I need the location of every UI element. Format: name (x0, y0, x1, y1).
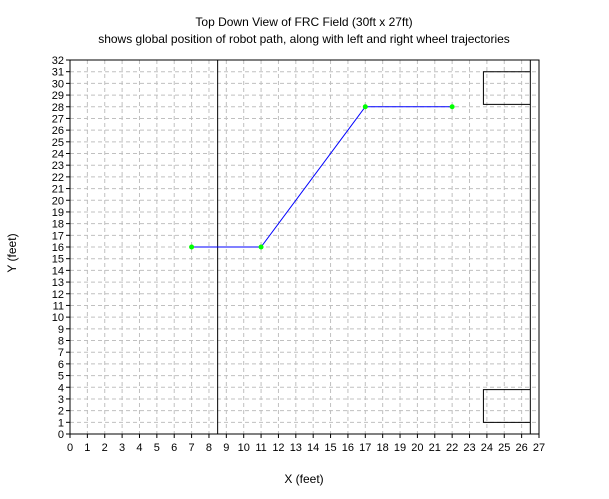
y-tick-label-28: 28 (52, 102, 64, 114)
x-tick-label-3: 3 (119, 442, 125, 454)
x-tick-label-0: 0 (67, 442, 73, 454)
y-tick-label-19: 19 (52, 207, 64, 219)
y-tick-label-10: 10 (52, 312, 64, 324)
y-tick-label-13: 13 (52, 277, 64, 289)
x-tick-label-25: 25 (498, 442, 510, 454)
y-tick-label-21: 21 (52, 184, 64, 196)
y-tick-label-31: 31 (52, 67, 64, 79)
y-tick-label-3: 3 (58, 394, 64, 406)
top-box (482, 71, 531, 105)
x-tick-label-1: 1 (84, 442, 90, 454)
x-tick-label-26: 26 (516, 442, 528, 454)
y-tick-label-2: 2 (58, 406, 64, 418)
x-tick-label-20: 20 (411, 442, 423, 454)
y-tick-label-30: 30 (52, 78, 64, 90)
bottom-box (482, 389, 531, 423)
x-tick-label-5: 5 (154, 442, 160, 454)
series-line-0 (191, 106, 453, 248)
axes: 0 1 2 3 4 5 6 7 8 9 10 11 12 13 14 15 16 17 18 19 20 21 22 23 24… (52, 55, 545, 454)
y-tick-label-15: 15 (52, 254, 64, 266)
series-layer (189, 104, 455, 250)
x-tick-label-19: 19 (394, 442, 406, 454)
y-tick-label-24: 24 (52, 149, 64, 161)
x-tick-label-6: 6 (171, 442, 177, 454)
y-tick-label-27: 27 (52, 113, 64, 125)
x-tick-label-17: 17 (359, 442, 371, 454)
x-tick-label-18: 18 (377, 442, 389, 454)
x-tick-label-24: 24 (481, 442, 493, 454)
y-tick-label-26: 26 (52, 125, 64, 137)
chart-subtitle: shows global position of robot path, alo… (98, 32, 510, 46)
series-point-0-0 (189, 244, 195, 250)
y-tick-label-7: 7 (58, 347, 64, 359)
y-tick-label-22: 22 (52, 172, 64, 184)
y-tick-label-12: 12 (52, 289, 64, 301)
y-tick-label-1: 1 (58, 417, 64, 429)
x-axis-label: X (feet) (284, 472, 323, 486)
grid (70, 60, 539, 434)
x-tick-label-7: 7 (189, 442, 195, 454)
x-tick-label-27: 27 (533, 442, 545, 454)
y-tick-label-23: 23 (52, 160, 64, 172)
x-tick-label-9: 9 (223, 442, 229, 454)
y-axis-label: Y (feet) (5, 233, 19, 272)
y-tick-label-18: 18 (52, 219, 64, 231)
series-point-0-1 (258, 244, 264, 250)
x-tick-label-22: 22 (446, 442, 458, 454)
y-tick-label-0: 0 (58, 429, 64, 441)
x-tick-label-13: 13 (290, 442, 302, 454)
x-tick-label-12: 12 (272, 442, 284, 454)
y-tick-label-4: 4 (58, 382, 64, 394)
x-tick-label-23: 23 (463, 442, 475, 454)
x-tick-label-21: 21 (429, 442, 441, 454)
y-tick-label-5: 5 (58, 371, 64, 383)
y-tick-label-6: 6 (58, 359, 64, 371)
chart-title: Top Down View of FRC Field (30ft x 27ft) (195, 15, 412, 29)
x-tick-label-16: 16 (342, 442, 354, 454)
x-tick-label-8: 8 (206, 442, 212, 454)
y-tick-label-29: 29 (52, 90, 64, 102)
x-tick-label-15: 15 (324, 442, 336, 454)
x-tick-label-10: 10 (238, 442, 250, 454)
series-point-0-3 (449, 104, 455, 110)
y-tick-label-32: 32 (52, 55, 64, 67)
y-tick-label-16: 16 (52, 242, 64, 254)
y-tick-label-25: 25 (52, 137, 64, 149)
y-tick-label-11: 11 (53, 300, 64, 312)
y-tick-label-14: 14 (52, 265, 64, 277)
series-point-0-2 (362, 104, 368, 110)
y-tick-label-17: 17 (52, 230, 64, 242)
x-tick-label-2: 2 (102, 442, 108, 454)
y-tick-label-8: 8 (58, 336, 64, 348)
y-tick-label-20: 20 (52, 195, 64, 207)
x-tick-label-14: 14 (307, 442, 319, 454)
x-tick-label-4: 4 (136, 442, 142, 454)
x-tick-label-11: 11 (255, 442, 266, 454)
y-tick-label-9: 9 (58, 324, 64, 336)
